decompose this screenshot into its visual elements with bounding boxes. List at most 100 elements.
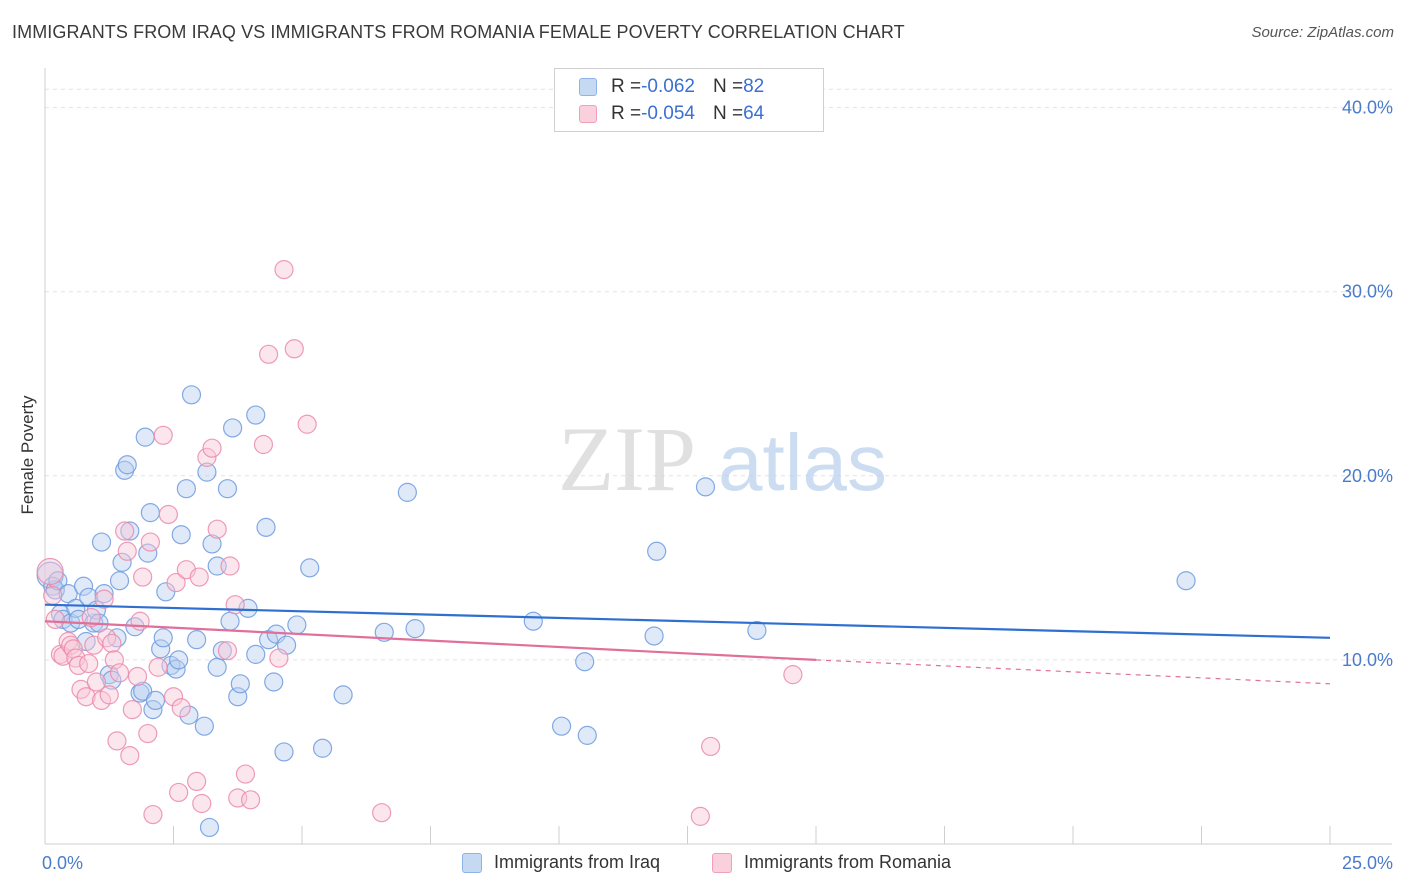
iraq-point — [169, 650, 189, 670]
romania-point — [43, 585, 63, 606]
romania-point — [115, 521, 135, 541]
romania-point — [372, 803, 392, 823]
iraq-point — [181, 385, 202, 405]
iraq-point — [647, 541, 667, 561]
romania-point — [133, 567, 153, 587]
iraq-point — [397, 482, 417, 502]
romania-point — [202, 438, 222, 458]
iraq-point — [94, 584, 114, 604]
iraq-point — [145, 690, 166, 711]
source-label: Source: ZipAtlas.com — [1251, 24, 1394, 41]
iraq-point — [135, 427, 155, 447]
romania-point — [158, 504, 178, 525]
romania-point — [189, 567, 209, 587]
romania-point — [690, 806, 710, 826]
iraq-point — [405, 619, 425, 639]
iraq-point — [333, 685, 353, 705]
iraq-point — [374, 622, 394, 642]
iraq-point — [73, 576, 94, 596]
iraq-point — [238, 598, 258, 618]
romania-point — [187, 771, 207, 792]
romania-point — [36, 557, 64, 586]
iraq-point — [151, 639, 171, 659]
iraq-point — [153, 628, 173, 648]
iraq-point — [212, 641, 232, 661]
x-tick-label-max: 25.0% — [1342, 853, 1393, 873]
series-romania-points — [36, 260, 803, 826]
iraq-point — [102, 670, 122, 690]
romania-point — [163, 687, 184, 707]
iraq-point — [644, 626, 664, 646]
romania-point — [130, 611, 150, 631]
legend-n-value: 64 — [743, 103, 765, 124]
romania-point — [94, 589, 114, 609]
romania-point — [297, 414, 317, 434]
iraq-point — [66, 598, 86, 618]
legend-swatch-iraq — [579, 78, 597, 96]
romania-point — [241, 790, 261, 810]
iraq-point — [1176, 571, 1196, 591]
bottom-legend-label-iraq: Immigrants from Iraq — [494, 852, 661, 872]
iraq-point — [197, 462, 217, 482]
iraq-point — [246, 405, 266, 425]
iraq-point — [138, 543, 158, 563]
iraq-point — [300, 558, 320, 578]
romania-point — [197, 447, 217, 467]
trend-lines — [44, 603, 1331, 685]
romania-trend-line — [44, 620, 817, 662]
romania-point — [107, 731, 127, 751]
iraq-point — [523, 611, 543, 631]
bottom-legend-swatch-iraq — [462, 852, 482, 873]
iraq-point — [312, 738, 333, 758]
series-iraq-points — [36, 385, 1196, 838]
chart-title: IMMIGRANTS FROM IRAQ VS IMMIGRANTS FROM … — [12, 22, 905, 42]
romania-point — [220, 556, 240, 576]
tick-labels: 10.0% 20.0% 30.0% 40.0% 0.0% 25.0% — [42, 98, 1393, 873]
iraq-point — [171, 525, 191, 545]
legend-r-label: R = — [611, 76, 642, 97]
iraq-point — [246, 644, 266, 664]
legend-row-iraq: R = -0.062 N = 82 — [579, 75, 764, 99]
romania-point — [86, 672, 107, 692]
romania-point — [97, 628, 117, 648]
romania-point — [140, 532, 160, 552]
romania-point — [171, 698, 191, 718]
romania-point — [81, 607, 101, 628]
watermark: ZIP atlas — [558, 408, 887, 510]
bottom-legend-iraq: Immigrants from Iraq — [462, 852, 660, 873]
bottom-legend-label-romania: Immigrants from Romania — [744, 852, 952, 872]
romania-point — [253, 434, 274, 455]
legend-r-label: R = — [611, 103, 642, 124]
legend-r-value: -0.054 — [641, 103, 695, 124]
romania-point — [99, 685, 119, 705]
legend-r-value: -0.062 — [641, 76, 695, 97]
romania-point — [122, 700, 142, 720]
legend-row-romania: R = -0.054 N = 64 — [579, 102, 764, 126]
iraq-point — [575, 652, 595, 672]
iraq-point — [58, 584, 78, 604]
iraq-trend-line — [44, 603, 1331, 639]
romania-point — [76, 687, 96, 707]
romania-point — [148, 657, 168, 677]
y-tick-label: 30.0% — [1342, 282, 1393, 302]
iraq-point — [194, 716, 214, 736]
romania-trend-extension — [815, 659, 1331, 685]
romania-point — [269, 648, 289, 668]
romania-point — [235, 764, 256, 784]
y-tick-label: 40.0% — [1342, 98, 1393, 118]
romania-point — [217, 641, 238, 661]
romania-point — [102, 633, 122, 653]
iraq-point — [187, 630, 207, 650]
romania-point — [79, 653, 99, 674]
iraq-point — [287, 615, 307, 635]
iraq-point — [109, 571, 130, 591]
romania-point — [109, 663, 130, 683]
romania-point — [225, 595, 245, 615]
iraq-point — [223, 418, 243, 438]
romania-point — [192, 793, 212, 814]
romania-point — [143, 804, 163, 825]
iraq-point — [577, 725, 597, 745]
legend-n-label: N = — [712, 103, 744, 124]
romania-point — [127, 666, 148, 687]
